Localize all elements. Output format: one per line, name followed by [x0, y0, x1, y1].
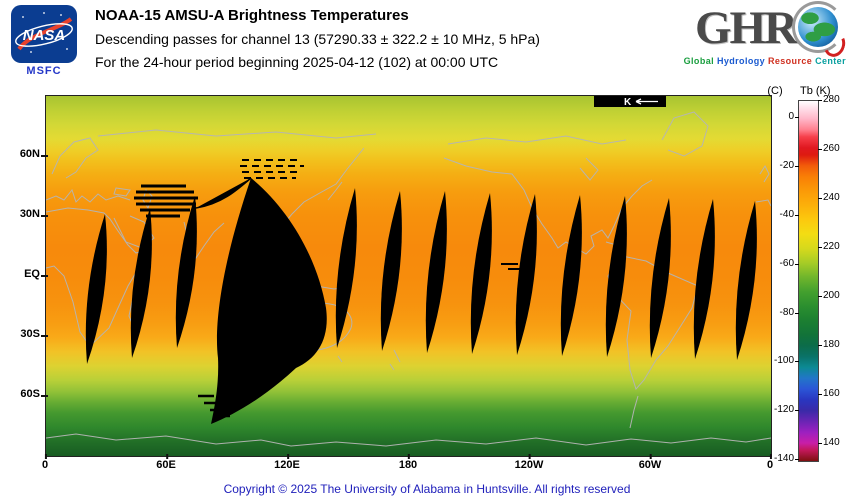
colorbar-c-tick: -120 [760, 404, 799, 415]
lon-tick-0a: 0 [41, 454, 49, 471]
colorbar-c-tick: -140 [760, 453, 799, 464]
lon-tick-0b: 0 [766, 454, 774, 471]
lon-tick-60w: 60W [638, 454, 662, 471]
colorbar-c-tick: -80 [760, 307, 799, 318]
colorbar-k-tick: 140 [818, 437, 851, 448]
colorbar-k-tick: 200 [818, 290, 851, 301]
map-overlay: K [46, 96, 771, 447]
ghrc-wordmark: GHR [694, 2, 798, 54]
temperature-map: K [45, 95, 772, 457]
colorbar-k-tick: 160 [818, 388, 851, 399]
lat-tick-30s: 30S [6, 328, 48, 340]
colorbar [798, 100, 819, 462]
lon-tick-180: 180 [398, 454, 418, 471]
msfc-label: MSFC [26, 65, 62, 77]
copyright-text: Copyright © 2025 The University of Alaba… [223, 482, 631, 496]
colorbar-kelvin-header: Tb (K) [800, 85, 831, 97]
page-title: NOAA-15 AMSU-A Brightness Temperatures [95, 7, 409, 24]
data-gap-swaths [85, 96, 757, 424]
svg-text:K: K [624, 97, 632, 108]
colorbar-k-tick: 220 [818, 241, 851, 252]
data-gap-streaks [134, 159, 530, 418]
lon-tick-60e: 60E [156, 454, 176, 471]
lon-tick-120w: 120W [514, 454, 544, 471]
colorbar-k-tick: 180 [818, 339, 851, 350]
nasa-logo: NASA [11, 5, 77, 63]
colorbar-c-tick: -60 [760, 258, 799, 269]
lat-tick-60s: 60S [6, 388, 48, 400]
colorbar-c-tick: -20 [760, 160, 799, 171]
nasa-insignia-icon: NASA [15, 12, 73, 53]
colorbar-c-tick: -40 [760, 209, 799, 220]
k-marker: K [624, 97, 658, 108]
title-block: NOAA-15 AMSU-A Brightness Temperatures D… [95, 7, 540, 70]
colorbar-k-tick: 260 [818, 143, 851, 154]
page-period: For the 24-hour period beginning 2025-04… [95, 54, 499, 70]
page-subtitle: Descending passes for channel 13 (57290.… [95, 31, 540, 47]
colorbar-c-tick: 0 [760, 111, 799, 122]
colorbar-k-tick: 240 [818, 192, 851, 203]
lat-tick-30n: 30N [6, 208, 48, 220]
lon-tick-120e: 120E [274, 454, 300, 471]
colorbar-celsius-header: (C) [767, 85, 783, 97]
lat-tick-60n: 60N [6, 148, 48, 160]
colorbar-k-tick: 280 [818, 94, 851, 105]
globe-icon [792, 1, 844, 53]
ghrc-tagline: Global Hydrology Resource Center [683, 56, 846, 66]
ghrc-logo: GHR Global Hydrology Resource Center [676, 1, 846, 66]
colorbar-c-tick: -100 [760, 355, 799, 366]
nasa-wordmark: NASA [23, 27, 66, 44]
lat-tick-eq: EQ [6, 268, 48, 280]
